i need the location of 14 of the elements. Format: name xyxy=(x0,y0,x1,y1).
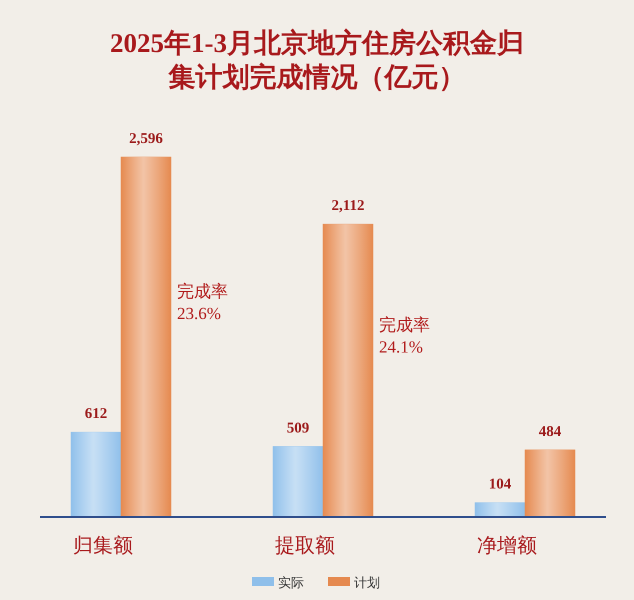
data-label: 104 xyxy=(488,476,512,493)
data-label: 2,112 xyxy=(332,198,364,214)
annotation: 完成率 23.6% xyxy=(177,282,228,323)
annotation: 完成率 24.1% xyxy=(379,316,430,357)
x-tick-label: 净增额 xyxy=(477,535,537,557)
data-label: 2,596 xyxy=(129,131,164,147)
chart-title: 2025年1-3月北京地方住房公积金归集计划完成情况（亿元） xyxy=(110,28,524,92)
legend-label: 实际 xyxy=(278,575,304,590)
data-label: 484 xyxy=(538,424,562,440)
data-label: 612 xyxy=(84,406,108,422)
x-tick-label: 提取额 xyxy=(275,535,335,557)
legend-label: 计划 xyxy=(354,575,380,590)
x-tick-label: 归集额 xyxy=(73,535,133,557)
data-label: 509 xyxy=(286,420,310,436)
